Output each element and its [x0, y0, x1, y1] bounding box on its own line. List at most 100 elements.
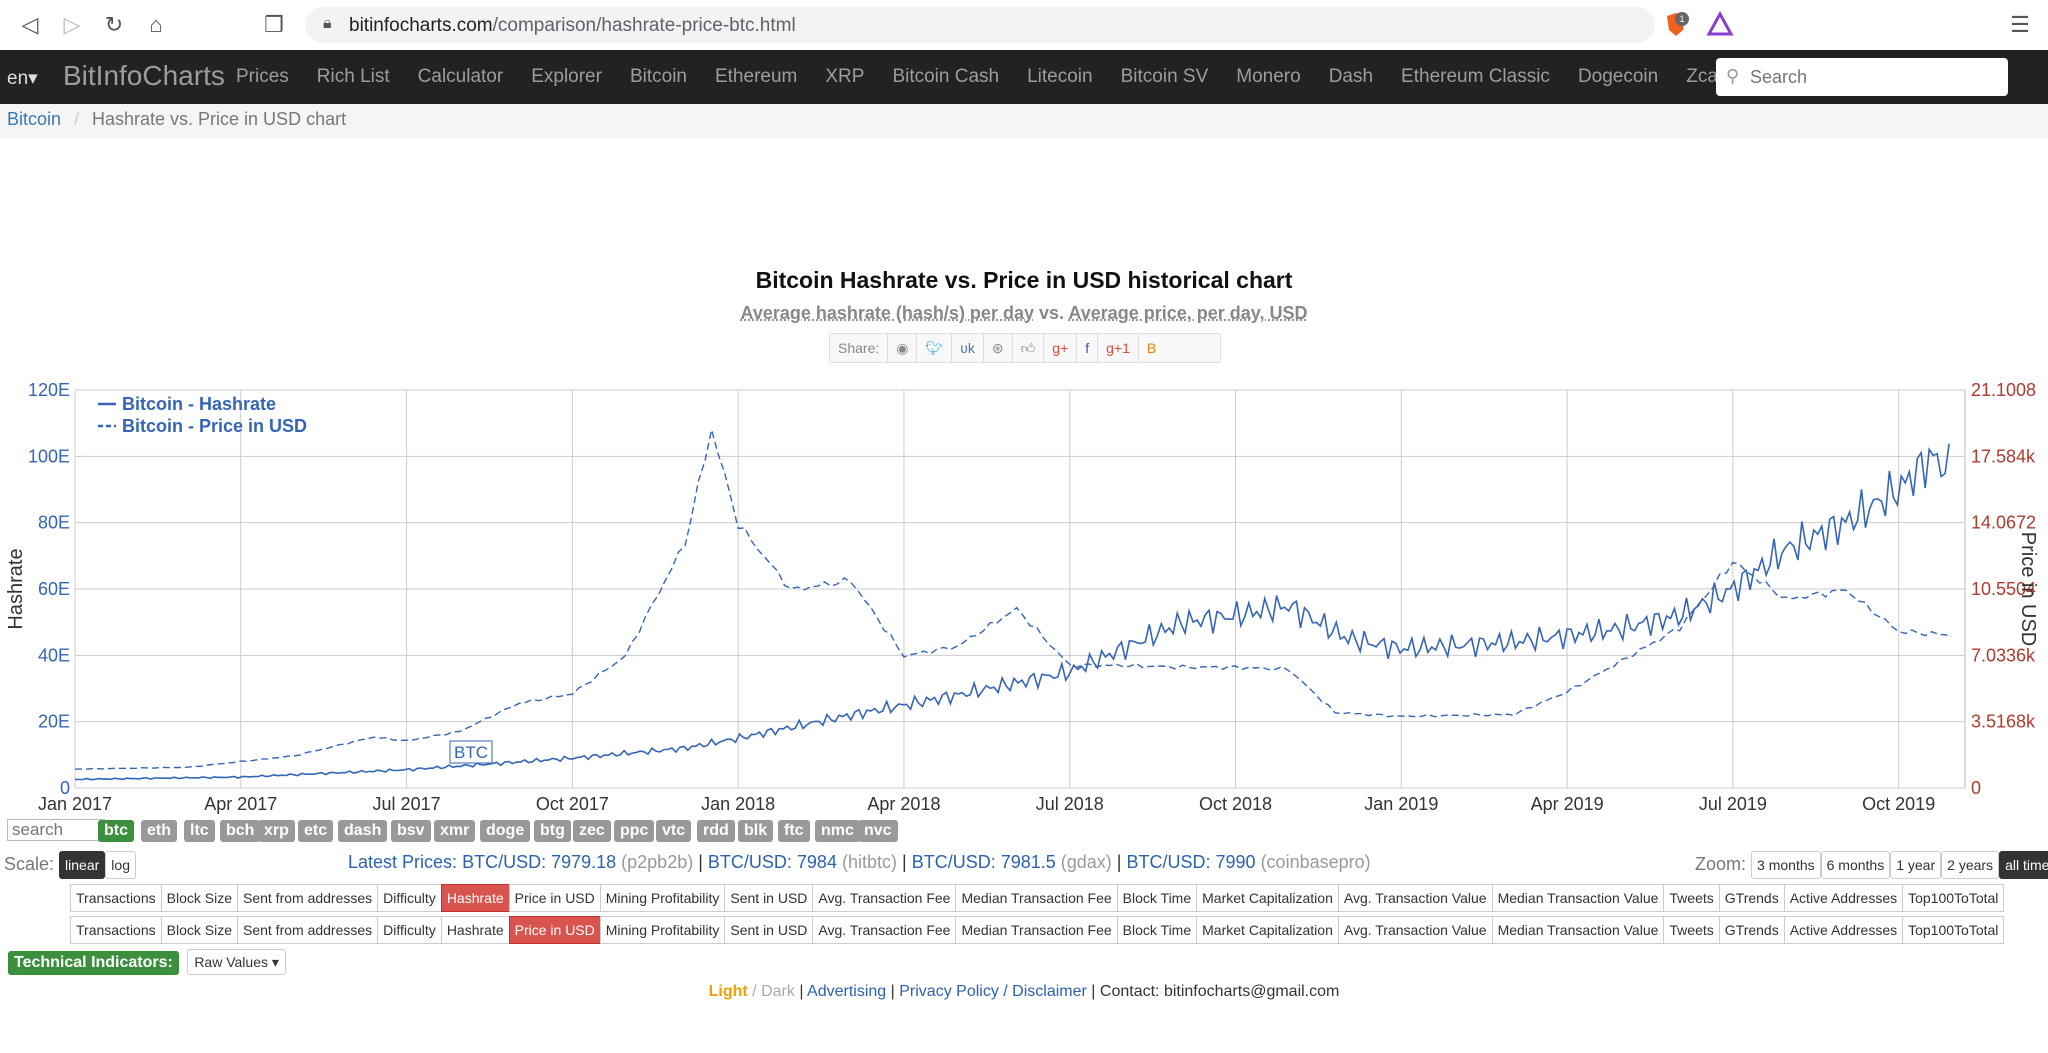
metric-avg-transaction-fee[interactable]: Avg. Transaction Fee: [812, 916, 957, 944]
scale-log-button[interactable]: log: [105, 851, 136, 879]
coin-filter-xrp[interactable]: xrp: [258, 820, 295, 842]
coin-filter-bch[interactable]: bch: [220, 820, 261, 842]
metric-block-time[interactable]: Block Time: [1116, 916, 1198, 944]
zoom-3-months-button[interactable]: 3 months: [1751, 851, 1821, 879]
metric-market-capitalization[interactable]: Market Capitalization: [1196, 884, 1339, 912]
address-bar[interactable]: 🔒︎ bitinfocharts.com/comparison/hashrate…: [305, 7, 1655, 43]
metric-gtrends[interactable]: GTrends: [1718, 916, 1785, 944]
advertising-link[interactable]: Advertising: [807, 983, 887, 1000]
nav-link-calculator[interactable]: Calculator: [417, 66, 504, 87]
metric-difficulty[interactable]: Difficulty: [377, 884, 442, 912]
metric-tweets[interactable]: Tweets: [1663, 884, 1720, 912]
metric-price-in-usd[interactable]: Price in USD: [508, 916, 601, 944]
metric-top100tototal[interactable]: Top100ToTotal: [1902, 884, 2005, 912]
search-input[interactable]: [1748, 62, 2002, 92]
coin-filter-etc[interactable]: etc: [298, 820, 334, 842]
metric-mining-profitability[interactable]: Mining Profitability: [599, 884, 726, 912]
price-pair[interactable]: BTC/USD: 7981.5: [911, 852, 1056, 872]
coin-filter-ftc[interactable]: ftc: [778, 820, 810, 842]
nav-link-prices[interactable]: Prices: [236, 66, 289, 87]
nav-link-rich-list[interactable]: Rich List: [316, 66, 390, 87]
metric-tweets[interactable]: Tweets: [1663, 916, 1720, 944]
metric-block-size[interactable]: Block Size: [160, 916, 238, 944]
back-icon[interactable]: ◁: [21, 12, 39, 37]
metric-market-capitalization[interactable]: Market Capitalization: [1196, 916, 1339, 944]
nav-link-ethereum[interactable]: Ethereum: [714, 66, 798, 87]
coin-filter-nmc[interactable]: nmc: [815, 820, 860, 842]
nav-link-xrp[interactable]: XRP: [825, 66, 865, 87]
brand-logo[interactable]: BitInfoCharts: [63, 60, 225, 91]
metric-price-in-usd[interactable]: Price in USD: [508, 884, 601, 912]
coin-filter-xmr[interactable]: xmr: [434, 820, 476, 842]
nav-link-bitcoin[interactable]: Bitcoin: [629, 66, 687, 87]
nav-link-bitcoin-sv[interactable]: Bitcoin SV: [1120, 66, 1209, 87]
coin-filter-vtc[interactable]: vtc: [656, 820, 692, 842]
coin-search-input[interactable]: [7, 819, 105, 841]
reddit-icon[interactable]: ◉: [888, 334, 918, 362]
metric-avg-transaction-value[interactable]: Avg. Transaction Value: [1337, 884, 1493, 912]
coin-filter-bsv[interactable]: bsv: [391, 820, 431, 842]
weibo-icon[interactable]: ⊛: [984, 334, 1013, 362]
blogger-icon[interactable]: B: [1146, 340, 1157, 356]
metric-top100tototal[interactable]: Top100ToTotal: [1902, 916, 2005, 944]
coin-filter-rdd[interactable]: rdd: [697, 820, 735, 842]
metric-sent-from-addresses[interactable]: Sent from addresses: [236, 884, 379, 912]
plusone-icon[interactable]: g+1: [1098, 334, 1139, 362]
nav-link-litecoin[interactable]: Litecoin: [1027, 66, 1093, 87]
coin-filter-btc[interactable]: btc: [98, 820, 134, 842]
zoom-all-time-button[interactable]: all time: [1999, 851, 2048, 879]
price-pair[interactable]: BTC/USD: 7990: [1126, 852, 1256, 872]
like-icon[interactable]: 👍︎: [1013, 334, 1045, 362]
subtitle-price-link[interactable]: Average price, per day, USD: [1068, 303, 1308, 323]
zoom-2-years-button[interactable]: 2 years: [1941, 851, 2000, 879]
metric-block-size[interactable]: Block Size: [160, 884, 238, 912]
nav-link-ethereum-classic[interactable]: Ethereum Classic: [1401, 66, 1550, 87]
nav-link-bitcoin-cash[interactable]: Bitcoin Cash: [892, 66, 1000, 87]
googleplus-icon[interactable]: g+: [1044, 334, 1078, 362]
subtitle-hashrate-link[interactable]: Average hashrate (hash/s) per day: [740, 303, 1034, 323]
metric-hashrate[interactable]: Hashrate: [440, 884, 510, 912]
breadcrumb-link-bitcoin[interactable]: Bitcoin: [7, 109, 62, 129]
theme-dark-link[interactable]: Dark: [761, 983, 795, 1000]
price-pair[interactable]: BTC/USD: 7979.18: [462, 852, 617, 872]
twitter-icon[interactable]: 🐦︎: [917, 334, 953, 362]
coin-filter-ppc[interactable]: ppc: [614, 820, 655, 842]
brave-shield-icon[interactable]: 1: [1662, 11, 1690, 39]
metric-transactions[interactable]: Transactions: [70, 916, 162, 944]
language-dropdown[interactable]: en▾: [7, 68, 38, 89]
technical-indicators-select[interactable]: Raw Values ▾: [187, 949, 286, 975]
coin-filter-nvc[interactable]: nvc: [858, 820, 898, 842]
metric-sent-in-usd[interactable]: Sent in USD: [724, 884, 814, 912]
bookmark-icon[interactable]: ❒: [264, 12, 284, 37]
coin-filter-eth[interactable]: eth: [141, 820, 177, 842]
theme-light-link[interactable]: Light: [708, 983, 748, 1000]
metric-difficulty[interactable]: Difficulty: [377, 916, 442, 944]
metric-active-addresses[interactable]: Active Addresses: [1783, 916, 1904, 944]
zoom-1-year-button[interactable]: 1 year: [1890, 851, 1942, 879]
metric-median-transaction-value[interactable]: Median Transaction Value: [1491, 916, 1665, 944]
nav-link-explorer[interactable]: Explorer: [531, 66, 602, 87]
reload-icon[interactable]: ↻: [104, 12, 124, 37]
metric-median-transaction-fee[interactable]: Median Transaction Fee: [955, 916, 1118, 944]
nav-link-dogecoin[interactable]: Dogecoin: [1577, 66, 1659, 87]
metric-sent-in-usd[interactable]: Sent in USD: [724, 916, 814, 944]
price-pair[interactable]: BTC/USD: 7984: [707, 852, 837, 872]
forward-icon[interactable]: ▷: [63, 12, 81, 37]
url-text[interactable]: bitinfocharts.com/comparison/hashrate-pr…: [349, 15, 796, 36]
metric-avg-transaction-value[interactable]: Avg. Transaction Value: [1337, 916, 1493, 944]
privacy-link[interactable]: Privacy Policy / Disclaimer: [899, 983, 1087, 1000]
coin-filter-ltc[interactable]: ltc: [184, 820, 215, 842]
metric-sent-from-addresses[interactable]: Sent from addresses: [236, 916, 379, 944]
coin-filter-blk[interactable]: blk: [738, 820, 774, 842]
coin-filter-btg[interactable]: btg: [534, 820, 571, 842]
coin-filter-zec[interactable]: zec: [573, 820, 611, 842]
metric-transactions[interactable]: Transactions: [70, 884, 162, 912]
coin-filter-dash[interactable]: dash: [338, 820, 388, 842]
nav-link-monero[interactable]: Monero: [1236, 66, 1301, 87]
metric-mining-profitability[interactable]: Mining Profitability: [599, 916, 726, 944]
scale-linear-button[interactable]: linear: [59, 851, 106, 879]
menu-icon[interactable]: ☰: [2010, 12, 2030, 37]
zoom-6-months-button[interactable]: 6 months: [1820, 851, 1891, 879]
rewards-triangle-icon[interactable]: [1706, 11, 1734, 39]
home-icon[interactable]: ⌂: [149, 12, 163, 37]
